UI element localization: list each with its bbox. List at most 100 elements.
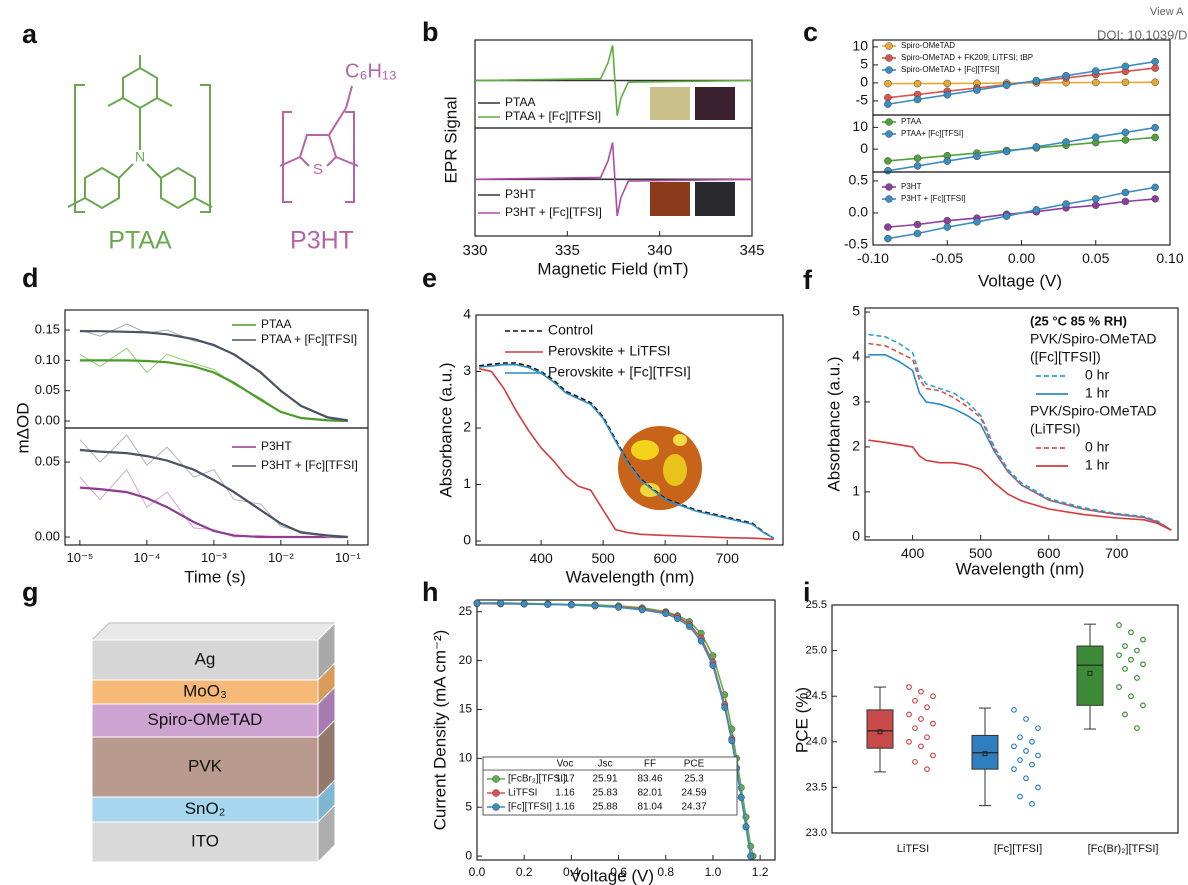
panel-label: f — [803, 265, 813, 295]
y-tick-label: 0 — [852, 528, 860, 544]
data-point — [1062, 71, 1070, 80]
data-point — [1134, 725, 1140, 732]
data-point — [1032, 143, 1041, 151]
table-cell: 25.88 — [592, 802, 617, 813]
table-header: PCE — [684, 759, 705, 770]
data-point — [973, 218, 981, 226]
layer — [91, 736, 319, 798]
data-point — [943, 216, 951, 225]
plot-frame — [64, 427, 369, 546]
x-tick-label: 0.4 — [563, 865, 580, 879]
legend-group-title: PVK/Spiro-OMeTAD — [1030, 403, 1157, 419]
data-point — [1122, 643, 1128, 649]
layer-label: SnO₂ — [185, 799, 226, 818]
p3ht-structure — [279, 85, 359, 203]
table-cell: 82.01 — [637, 788, 662, 799]
data-point — [884, 234, 892, 243]
x-axis-label: Voltage (V) — [978, 271, 1062, 290]
data-point — [943, 157, 951, 165]
view-link[interactable]: View A — [1150, 6, 1184, 18]
table-header: Voc — [557, 759, 574, 770]
table-header: Jsc — [598, 759, 613, 770]
data-point — [884, 157, 892, 165]
x-tick-label: 0.6 — [610, 865, 627, 879]
vial-photo — [650, 87, 690, 120]
data-point — [1151, 195, 1159, 203]
data-point — [913, 79, 922, 88]
legend-label: Spiro-OMeTAD — [901, 41, 955, 50]
data-point — [1002, 81, 1011, 90]
table-cell: 1.16 — [555, 788, 575, 799]
table-cell: 25.83 — [592, 788, 617, 799]
data-point — [638, 606, 646, 614]
y-tick-label: 15 — [459, 702, 473, 716]
x-axis-label: Wavelength (nm) — [566, 567, 695, 586]
data-point — [906, 684, 912, 690]
data-point — [1151, 64, 1159, 72]
data-point — [1121, 197, 1130, 206]
data-point — [930, 693, 936, 700]
table-cell: 25.91 — [592, 774, 617, 785]
data-point — [1062, 200, 1070, 208]
data-point — [685, 622, 693, 630]
data-point — [1128, 693, 1134, 700]
data-point — [884, 100, 892, 108]
atom-label: S — [313, 161, 323, 178]
x-axis-label: Wavelength (nm) — [956, 559, 1085, 578]
y-axis-label: Absorbance (a.u.) — [824, 356, 843, 491]
morphology-inset — [618, 426, 702, 510]
x-tick-label: [Fc(Br)₂][TFSI] — [1088, 843, 1159, 855]
data-point — [1122, 665, 1128, 672]
vial-photo — [650, 182, 690, 216]
data-point — [1011, 743, 1017, 750]
data-point — [884, 79, 892, 88]
y-axis-label: EPR Signal — [441, 97, 460, 184]
data-line — [887, 126, 1156, 172]
table-cell: 24.59 — [681, 788, 706, 799]
data-point — [924, 734, 930, 741]
legend-label: Control — [548, 322, 593, 338]
y-tick-label: 10 — [852, 38, 868, 54]
x-tick-label: 10⁻⁴ — [133, 550, 160, 565]
plot-frame — [476, 599, 776, 861]
x-tick-label: 0.10 — [1156, 250, 1183, 266]
legend-swatch — [885, 118, 893, 126]
fit-line — [79, 330, 348, 422]
data-point — [1035, 725, 1041, 732]
legend-group-title: (LiTFSI) — [1030, 421, 1081, 437]
table-cell: 83.46 — [637, 774, 662, 785]
data-point — [737, 793, 745, 801]
y-tick-label: 10 — [459, 751, 473, 765]
y-tick-label: 1 — [852, 483, 860, 499]
legend-title: (25 °C 85 % RH) — [1030, 313, 1127, 328]
x-tick-label: 600 — [653, 550, 677, 566]
data-point — [697, 637, 705, 645]
legend-label: PTAA + [Fc][TFSI] — [261, 332, 357, 346]
legend-swatch — [885, 42, 893, 50]
table-cell: 24.37 — [681, 802, 706, 813]
panel-label: e — [422, 263, 437, 293]
y-tick-label: 0.05 — [35, 382, 60, 397]
data-point — [520, 600, 528, 608]
y-axis-label: PCE (%) — [792, 687, 811, 753]
data-point — [884, 166, 892, 175]
x-tick-label: 10⁻⁵ — [67, 550, 94, 565]
data-point — [912, 758, 918, 765]
layer — [91, 703, 319, 738]
y-tick-label: 5 — [852, 303, 860, 319]
x-tick-label: 1.0 — [705, 865, 722, 879]
layer-label: MoO₃ — [183, 681, 227, 700]
layer-label: Ag — [195, 649, 216, 668]
legend-label: P3HT + [Fc][TFSI] — [505, 205, 602, 219]
y-tick-label: 5 — [860, 56, 868, 72]
x-tick-label: 10⁻³ — [201, 550, 227, 565]
doi[interactable]: DOI: 10.1039/D5 — [1097, 27, 1188, 42]
data-point — [1140, 661, 1146, 668]
data-point — [943, 91, 951, 99]
data-line — [887, 60, 1156, 105]
data-line — [868, 342, 1172, 531]
y-tick-label: 25.0 — [806, 645, 827, 657]
y-tick-label: 4 — [463, 306, 471, 322]
y-tick-label: 2 — [463, 419, 471, 435]
